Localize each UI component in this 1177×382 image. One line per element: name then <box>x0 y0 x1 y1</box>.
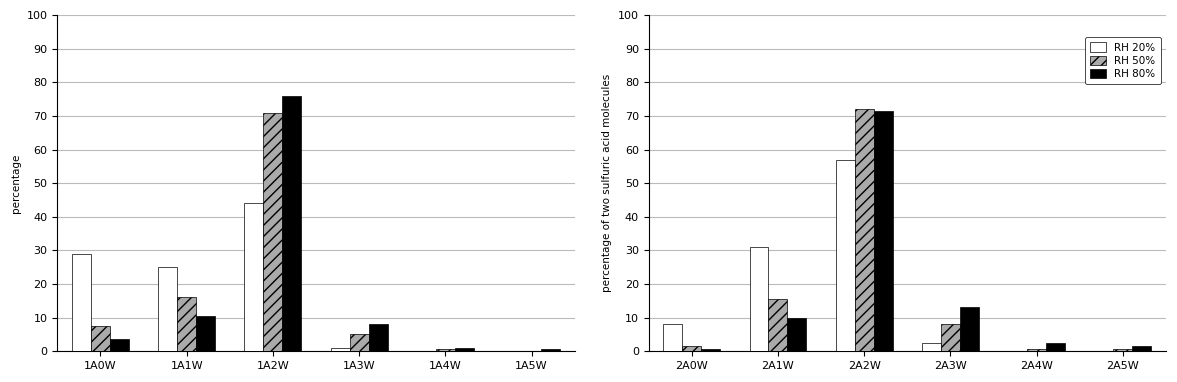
Bar <box>178 298 197 351</box>
Bar <box>158 267 178 351</box>
Bar <box>350 334 368 351</box>
Bar <box>197 316 215 351</box>
Legend: RH 20%, RH 50%, RH 80%: RH 20%, RH 50%, RH 80% <box>1085 37 1161 84</box>
Bar <box>664 324 683 351</box>
Bar <box>750 247 769 351</box>
Bar <box>264 113 282 351</box>
Bar <box>331 348 350 351</box>
Bar <box>855 109 873 351</box>
Bar <box>245 203 264 351</box>
Bar <box>836 160 855 351</box>
Bar <box>960 308 979 351</box>
Bar <box>1132 346 1151 351</box>
Bar <box>1113 350 1132 351</box>
Bar <box>91 326 109 351</box>
Y-axis label: percentage: percentage <box>11 154 21 213</box>
Y-axis label: percentage of two sulfuric acid molecules: percentage of two sulfuric acid molecule… <box>603 74 612 292</box>
Bar <box>1046 343 1065 351</box>
Bar <box>922 343 940 351</box>
Bar <box>109 339 129 351</box>
Bar <box>940 324 960 351</box>
Bar <box>435 350 454 351</box>
Bar <box>787 317 806 351</box>
Bar <box>1028 350 1046 351</box>
Bar <box>72 254 91 351</box>
Bar <box>683 346 701 351</box>
Bar <box>282 96 301 351</box>
Bar <box>541 350 560 351</box>
Bar <box>454 348 474 351</box>
Bar <box>701 350 720 351</box>
Bar <box>769 299 787 351</box>
Bar <box>368 324 387 351</box>
Bar <box>873 111 892 351</box>
